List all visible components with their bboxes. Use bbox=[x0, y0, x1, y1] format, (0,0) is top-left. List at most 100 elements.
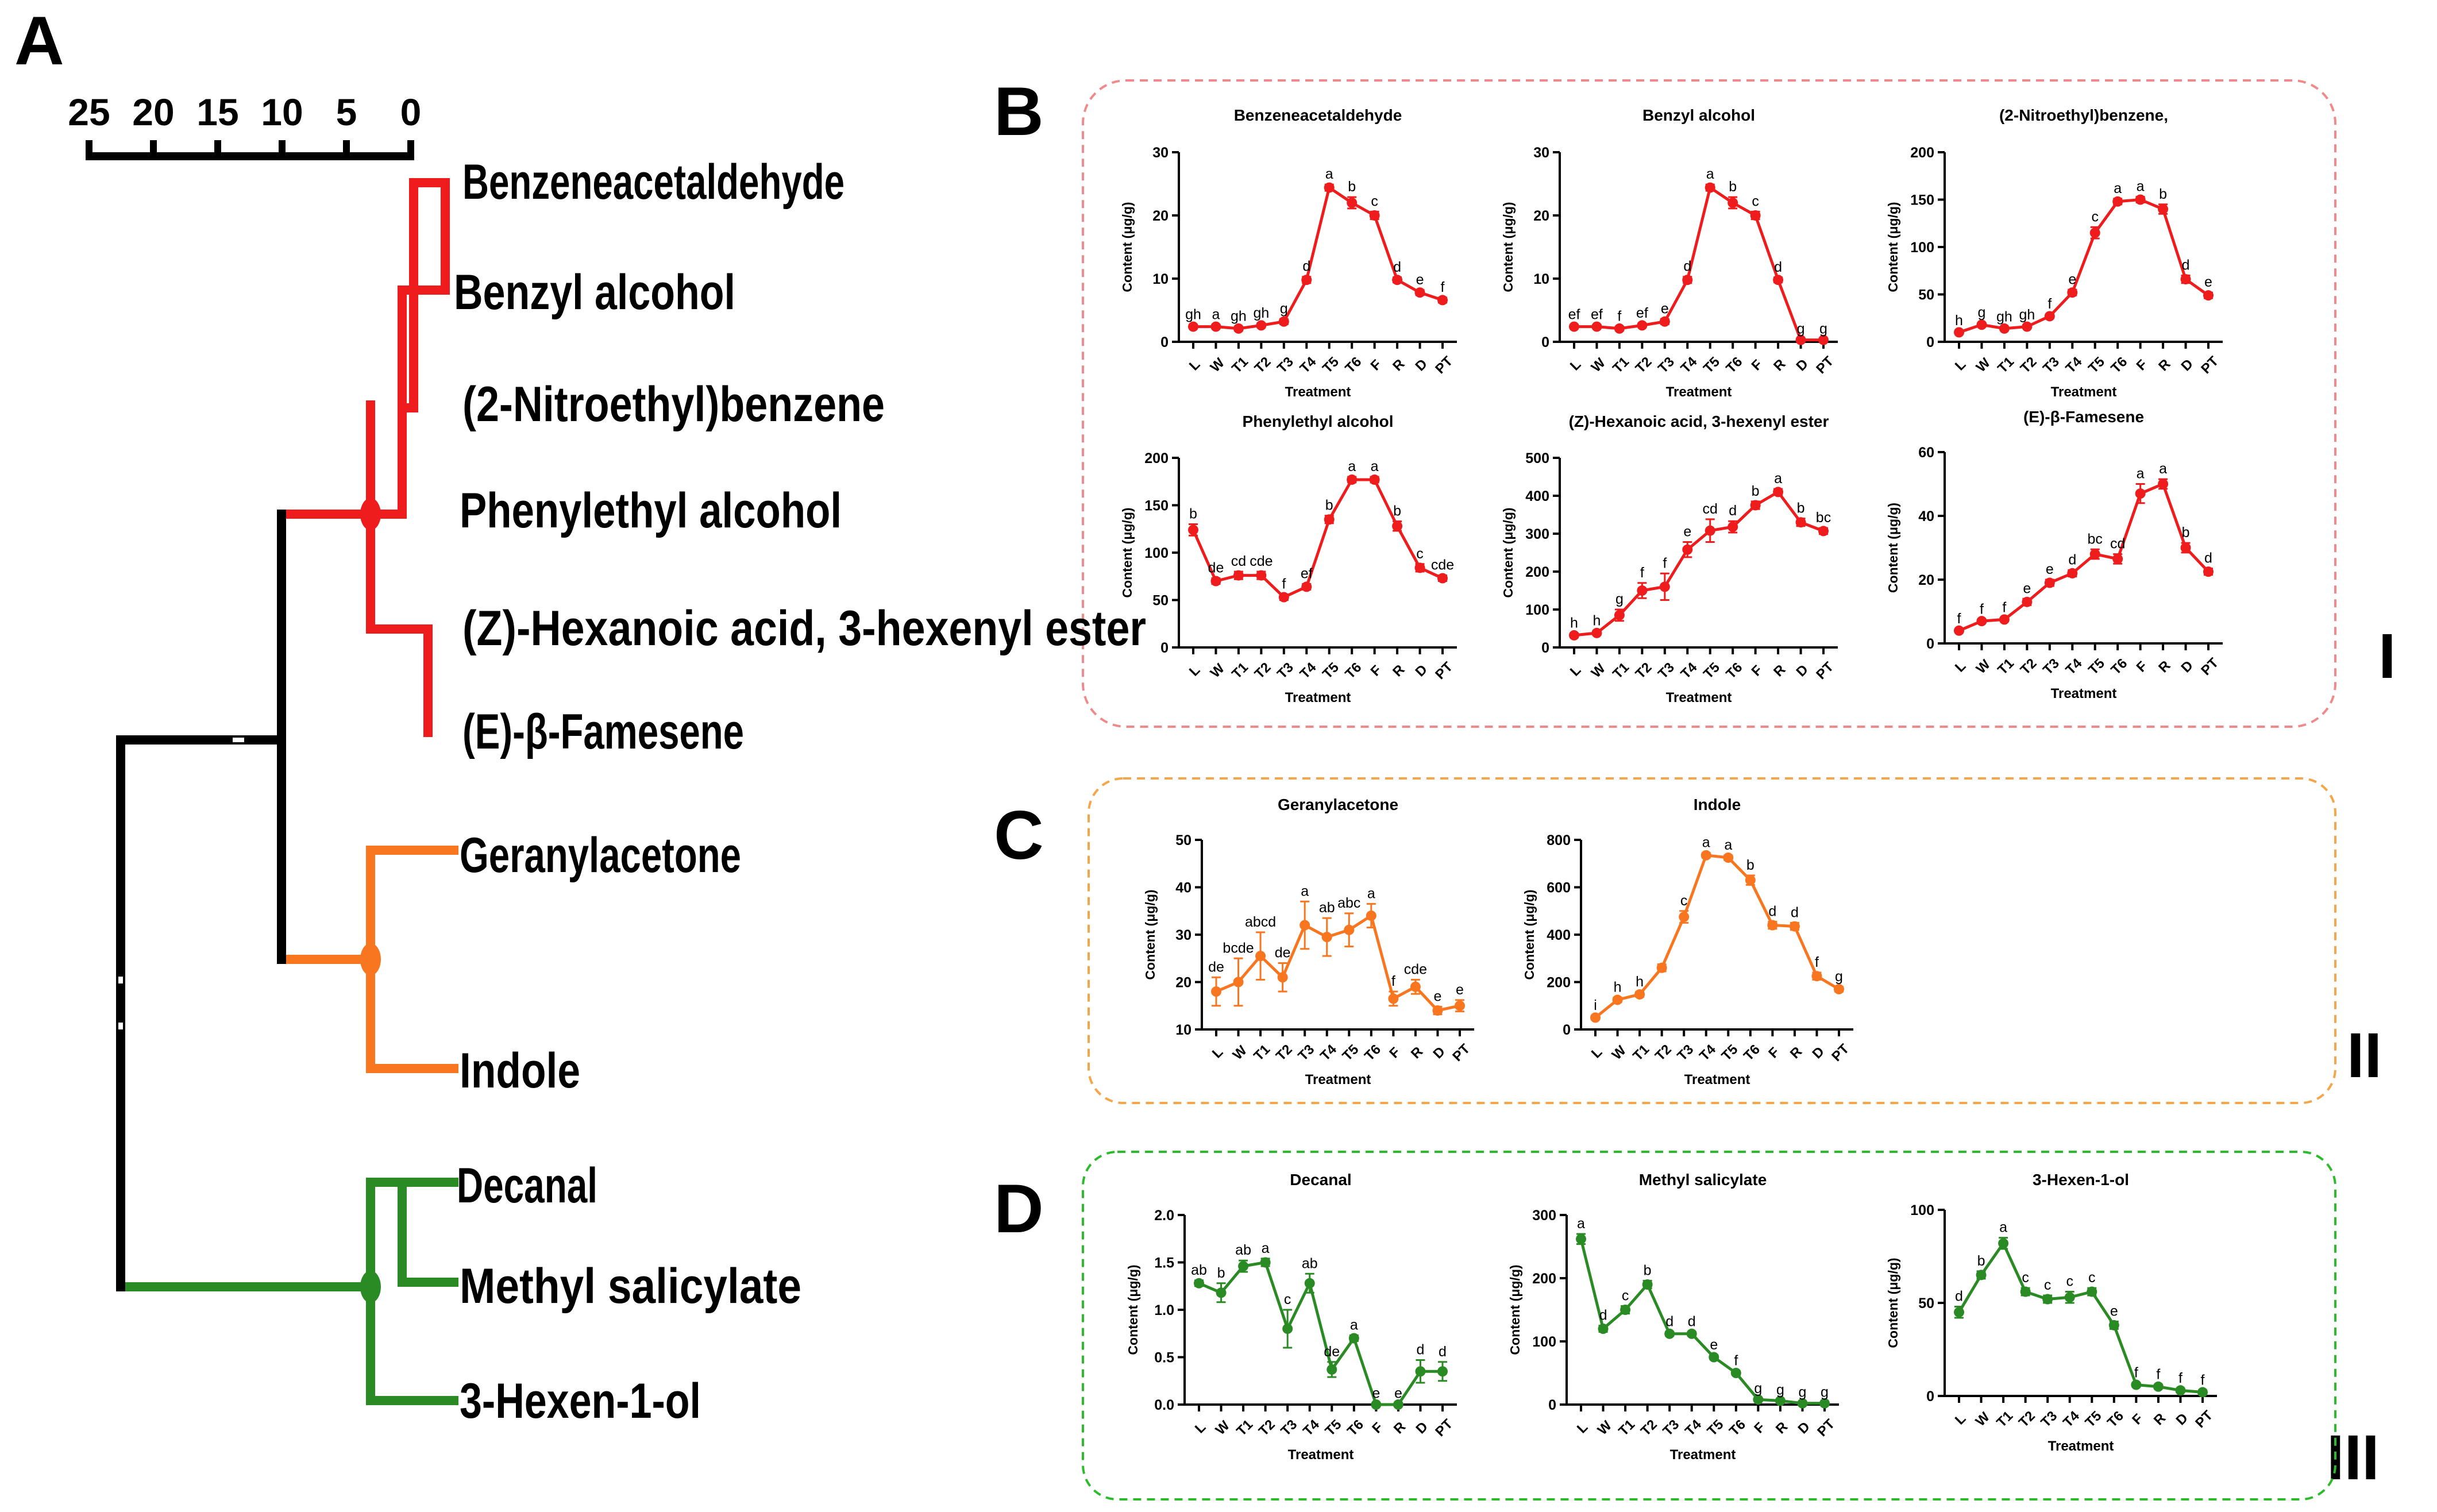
x-tick-label: D bbox=[2173, 1410, 2191, 1428]
significance-letter: e bbox=[2110, 1303, 2118, 1319]
data-point bbox=[1659, 316, 1670, 327]
leaf-label: Methyl salicylate bbox=[460, 1259, 801, 1314]
x-tick-label: T5 bbox=[2085, 354, 2108, 376]
significance-letter: d bbox=[2068, 551, 2076, 568]
data-point bbox=[2112, 196, 2123, 207]
significance-letter: c bbox=[1752, 193, 1759, 209]
significance-letter: ef bbox=[1568, 306, 1580, 322]
significance-letter: a bbox=[1702, 835, 1710, 851]
data-point bbox=[1437, 295, 1448, 306]
chart-title: (E)-β-Famesene bbox=[2023, 408, 2144, 426]
x-axis-label: Treatment bbox=[1288, 1447, 1354, 1463]
x-tick-label: T6 bbox=[1726, 1417, 1749, 1439]
significance-letter: a bbox=[1325, 166, 1333, 182]
y-tick-label: 30 bbox=[1533, 145, 1549, 161]
x-tick-label: T4 bbox=[1678, 659, 1700, 682]
x-tick-label: T5 bbox=[1322, 1417, 1345, 1439]
data-point bbox=[1366, 911, 1376, 921]
significance-letter: d bbox=[2204, 550, 2212, 566]
data-point bbox=[1238, 1261, 1249, 1272]
data-point bbox=[1344, 924, 1355, 935]
x-tick-label: T4 bbox=[1696, 1042, 1719, 1064]
significance-letter: cde bbox=[1250, 553, 1273, 569]
data-point bbox=[1455, 1000, 1465, 1011]
data-point bbox=[1999, 323, 2010, 334]
significance-letter: d bbox=[1768, 903, 1776, 919]
scale-tick-label: 0 bbox=[400, 91, 422, 133]
y-tick-label: 10 bbox=[1152, 271, 1169, 287]
data-point bbox=[1392, 520, 1403, 531]
significance-letter: f bbox=[1957, 611, 1961, 627]
y-axis-label: Content (μg/g) bbox=[1885, 202, 1900, 292]
significance-letter: f bbox=[2047, 296, 2052, 312]
significance-letter: d bbox=[1955, 1288, 1963, 1304]
significance-letter: gh bbox=[1231, 308, 1247, 325]
leaf-label: Decanal bbox=[457, 1158, 597, 1213]
x-tick-label: W bbox=[1973, 1409, 1993, 1429]
significance-letter: e bbox=[1416, 272, 1424, 288]
x-tick-label: T6 bbox=[1362, 1042, 1384, 1064]
data-point bbox=[1216, 1287, 1227, 1298]
significance-letter: a bbox=[2137, 179, 2145, 195]
significance-letter: a bbox=[1367, 885, 1375, 901]
x-tick-label: T6 bbox=[2104, 1408, 2127, 1430]
chart-2: (2-Nitroethyl)benzene, 0 50 100 150 200 Conten… bbox=[1885, 106, 2223, 400]
y-tick-label: 1.5 bbox=[1154, 1255, 1174, 1271]
x-tick-label: T3 bbox=[2038, 1408, 2060, 1430]
y-tick-label: 200 bbox=[1532, 1271, 1556, 1287]
leaf-label: Geranylacetone bbox=[460, 828, 741, 883]
y-tick-label: 0 bbox=[1160, 334, 1169, 350]
y-tick-label: 50 bbox=[1152, 593, 1169, 609]
y-tick-label: 20 bbox=[1533, 208, 1549, 224]
x-tick-label: T5 bbox=[2085, 655, 2108, 678]
x-tick-label: T6 bbox=[1723, 354, 1745, 376]
significance-letter: b bbox=[2182, 524, 2190, 541]
data-point bbox=[1590, 1012, 1601, 1023]
y-axis-label: Content (μg/g) bbox=[1120, 202, 1135, 292]
x-tick-label: R bbox=[2151, 1410, 2169, 1428]
significance-letter: cd bbox=[2110, 536, 2125, 552]
significance-letter: h bbox=[1570, 615, 1578, 631]
y-tick-label: 20 bbox=[1918, 572, 1934, 588]
data-point bbox=[1773, 275, 1784, 286]
data-point bbox=[2042, 1294, 2053, 1305]
data-point bbox=[2064, 1292, 2075, 1303]
data-point bbox=[2112, 553, 2123, 564]
x-tick-label: T5 bbox=[2083, 1408, 2105, 1430]
data-point bbox=[1656, 962, 1667, 973]
panel-letter-d: D bbox=[994, 1170, 1044, 1247]
significance-letter: d bbox=[2182, 257, 2190, 273]
significance-letter: f bbox=[1734, 1353, 1738, 1369]
x-tick-label: PT bbox=[1449, 1041, 1473, 1064]
data-point bbox=[2131, 1379, 2142, 1390]
y-tick-label: 300 bbox=[1525, 526, 1549, 542]
x-tick-label: PT bbox=[1432, 659, 1456, 682]
data-point bbox=[1347, 198, 1358, 208]
scale-tick-label: 5 bbox=[336, 91, 357, 133]
y-tick-label: 0 bbox=[1160, 640, 1169, 656]
leaf-label: (E)-β-Famesene bbox=[462, 704, 744, 759]
x-tick-label: F bbox=[1368, 357, 1385, 373]
data-point bbox=[2175, 1385, 2186, 1396]
data-point bbox=[2180, 274, 2191, 285]
x-tick-label: W bbox=[1230, 1043, 1250, 1063]
x-tick-label: PT bbox=[1813, 659, 1837, 682]
x-tick-label: F bbox=[2129, 1411, 2146, 1428]
x-tick-label: T3 bbox=[1660, 1417, 1682, 1439]
data-point bbox=[1723, 852, 1734, 863]
significance-letter: de bbox=[1324, 1344, 1340, 1360]
significance-letter: d bbox=[1774, 259, 1782, 275]
leaf-label: Phenylethyl alcohol bbox=[460, 483, 842, 538]
x-tick-label: T1 bbox=[1995, 354, 2017, 376]
significance-letter: b bbox=[1752, 483, 1760, 499]
data-point bbox=[1659, 581, 1670, 592]
series-line bbox=[1594, 854, 1840, 1019]
data-point bbox=[1278, 316, 1289, 327]
x-tick-label: L bbox=[1952, 357, 1969, 373]
x-tick-label: T6 bbox=[1723, 659, 1745, 682]
significance-letter: d bbox=[1439, 1344, 1447, 1360]
chart-8: Decanal 0.0 0.5 1.0 1.5 2.0 Content (μg/g) L W T1… bbox=[1125, 1171, 1457, 1463]
x-tick-label: R bbox=[1771, 356, 1788, 374]
x-tick-label: R bbox=[1390, 356, 1408, 374]
